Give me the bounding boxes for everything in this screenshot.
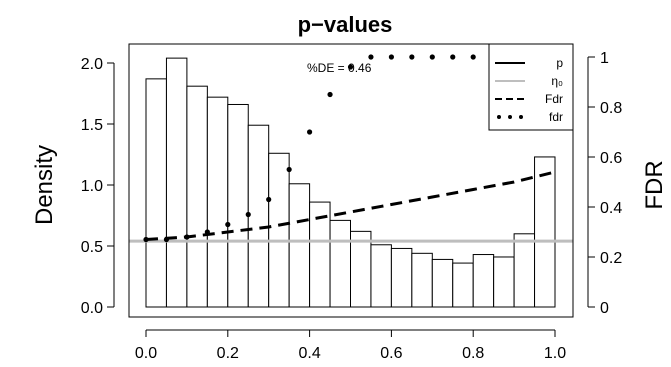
- legend-label: fdr: [549, 110, 563, 124]
- fdr-local-point: [163, 236, 170, 243]
- histogram-bar: [472, 254, 495, 308]
- legend: p η₀ Fdr fdr: [488, 43, 574, 131]
- histogram-bar: [268, 152, 290, 308]
- y-tick-label: 1.0: [81, 178, 103, 195]
- fdr-local-point: [409, 54, 415, 60]
- legend-label: η₀: [551, 74, 563, 88]
- fdr-local-point: [450, 54, 456, 60]
- fdr-local-point: [347, 64, 354, 70]
- histogram-bar: [390, 247, 413, 308]
- histogram-bar: [186, 85, 208, 308]
- histogram-bars: [145, 57, 556, 308]
- histogram-bar: [513, 233, 536, 308]
- fdr-local-point: [204, 229, 210, 235]
- fdr-local-point: [245, 211, 251, 218]
- y2-axis-title: FDR: [641, 160, 668, 209]
- x-tick-label: 0.4: [298, 345, 320, 362]
- y-tick-label: 0.5: [81, 239, 103, 256]
- fdr-local-point: [327, 91, 333, 98]
- plot-frame: [128, 43, 574, 318]
- fdr-cumulative-line: [145, 170, 556, 241]
- histogram-bar: [227, 103, 249, 308]
- legend-box: [488, 43, 574, 131]
- x-tick-label: 0.6: [380, 345, 402, 362]
- histogram-bar: [534, 156, 556, 308]
- fdr-local-point: [286, 166, 292, 173]
- y2-tick-label: 1: [600, 50, 609, 67]
- histogram-bar: [431, 258, 454, 308]
- fdr-local-point: [368, 54, 374, 60]
- y-axis: 0.0 0.5 1.0 1.5 2.0: [81, 56, 115, 317]
- legend-swatch-dot: [497, 115, 501, 119]
- histogram-bar: [247, 124, 270, 308]
- fdr-local-point: [225, 221, 231, 228]
- legend-swatch-dot: [519, 115, 523, 119]
- y2-tick-label: 0.6: [600, 150, 622, 167]
- y-tick-label: 0.0: [81, 300, 103, 317]
- histogram-bar: [452, 262, 474, 308]
- histogram-bar: [288, 183, 311, 308]
- x-tick-label: 0.8: [462, 345, 484, 362]
- x-axis: 0.0 0.2 0.4 0.6 0.8 1.0: [135, 329, 566, 362]
- y2-tick-label: 0: [600, 300, 609, 317]
- y2-tick-label: 0.8: [600, 100, 622, 117]
- legend-label: p: [556, 56, 563, 70]
- de-annotation: %DE = 0.46: [307, 61, 372, 75]
- legend-swatch-dot: [508, 115, 512, 119]
- fdr-local-point: [429, 54, 435, 60]
- histogram-bar: [411, 252, 433, 308]
- y2-axis: 0 0.2 0.4 0.6 0.8 1: [587, 50, 622, 317]
- histogram-bar: [206, 96, 229, 308]
- x-tick-label: 1.0: [544, 345, 566, 362]
- y2-tick-label: 0.2: [600, 250, 622, 267]
- fdr-local-point: [184, 234, 190, 240]
- histogram-bar: [165, 57, 188, 308]
- histogram-bar: [350, 230, 372, 308]
- y-tick-label: 1.5: [81, 117, 103, 134]
- histogram-bar: [329, 219, 351, 308]
- fdr-local-point: [307, 129, 313, 135]
- chart-title: p−values: [298, 12, 393, 37]
- histogram-bar: [145, 78, 167, 308]
- x-tick-label: 0.2: [217, 345, 239, 362]
- histogram-bar: [493, 256, 515, 308]
- x-tick-label: 0.0: [135, 345, 157, 362]
- legend-label: Fdr: [545, 92, 563, 106]
- fdr-local-point: [143, 236, 149, 243]
- fdr-local-point: [470, 54, 476, 60]
- fdr-local-point: [266, 196, 272, 203]
- y-tick-label: 2.0: [81, 56, 103, 73]
- y-axis-title: Density: [31, 145, 58, 225]
- fdr-local-point: [388, 54, 394, 60]
- y2-tick-label: 0.4: [600, 200, 622, 217]
- histogram-bar: [370, 244, 392, 308]
